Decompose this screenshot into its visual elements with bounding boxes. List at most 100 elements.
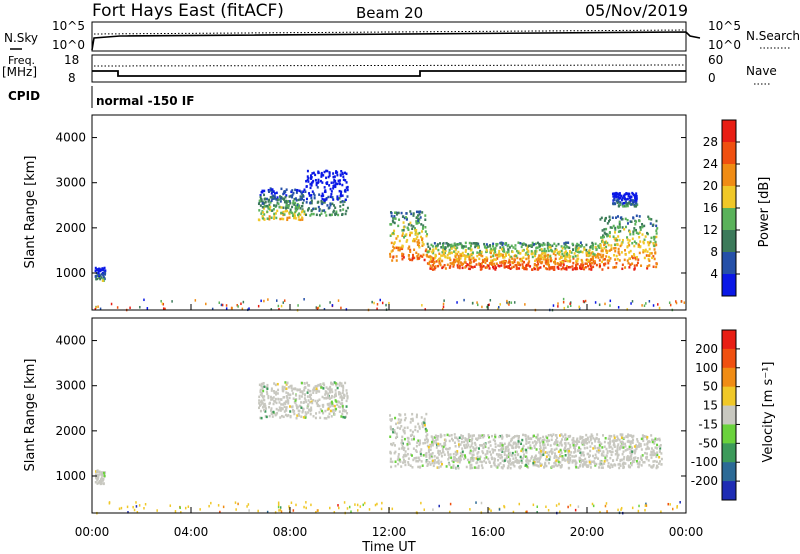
velocity-echo-cell <box>431 451 434 455</box>
velocity-echo-cell <box>454 445 457 448</box>
velocity-echo-cell <box>321 395 324 399</box>
velocity-echo-cell <box>455 436 458 440</box>
power-echo-cell <box>461 245 464 248</box>
power-echo-cell <box>302 199 305 202</box>
power-echo-cell <box>297 218 300 221</box>
velocity-echo-cell <box>303 382 306 385</box>
power-echo-cell <box>628 244 631 247</box>
power-echo-cell <box>394 211 397 214</box>
power-speckle <box>315 306 318 309</box>
power-echo-cell <box>278 198 281 201</box>
velocity-echo-cell <box>399 413 402 417</box>
velocity-echo-cell <box>586 436 589 440</box>
velocity-echo-cell <box>530 447 533 450</box>
velocity-echo-cell <box>296 405 299 408</box>
power-echo-cell <box>453 260 456 264</box>
velocity-echo-cell <box>500 443 503 447</box>
power-speckle <box>631 300 634 303</box>
power-echo-cell <box>534 252 537 255</box>
velocity-echo-cell <box>433 460 436 464</box>
power-echo-cell <box>648 241 651 245</box>
velocity-echo-cell <box>605 454 608 457</box>
velocity-speckle <box>605 502 608 505</box>
velocity-echo-cell <box>433 436 436 439</box>
velocity-echo-cell <box>343 394 346 397</box>
velocity-echo-cell <box>487 434 490 437</box>
power-echo-cell <box>463 261 466 264</box>
power-echo-cell <box>336 182 339 186</box>
power-echo-cell <box>520 259 523 263</box>
velocity-echo-cell <box>613 436 616 439</box>
power-echo-cell <box>325 214 328 217</box>
power-echo-cell <box>641 233 644 236</box>
velocity-echo-cell <box>579 460 582 463</box>
power-echo-cell <box>523 267 526 270</box>
power-echo-cell <box>638 231 641 234</box>
velocity-echo-cell <box>618 462 621 466</box>
power-echo-cell <box>464 255 467 258</box>
velocity-echo-cell <box>330 415 333 418</box>
power-echo-cell <box>340 169 343 173</box>
power-echo-cell <box>413 248 416 252</box>
velocity-echo-cell <box>315 391 318 394</box>
velocity-echo-cell <box>628 465 631 469</box>
power-echo-cell <box>571 268 574 271</box>
power-echo-cell <box>268 217 271 221</box>
power-echo-cell <box>316 186 319 189</box>
power-ytick-label: 3000 <box>55 176 86 190</box>
power-echo-cell <box>459 242 462 245</box>
power-speckle <box>331 304 334 307</box>
velocity-echo-cell <box>588 440 591 444</box>
velocity-echo-cell <box>538 440 541 443</box>
power-echo-cell <box>449 258 452 262</box>
velocity-echo-cell <box>261 406 264 409</box>
velocity-echo-cell <box>321 404 324 407</box>
velocity-echo-cell <box>460 434 463 437</box>
velocity-speckle <box>279 506 282 509</box>
power-echo-cell <box>390 241 393 245</box>
power-echo-cell <box>541 260 544 264</box>
velocity-echo-cell <box>346 412 349 415</box>
power-echo-cell <box>638 219 641 223</box>
power-echo-cell <box>442 246 445 249</box>
power-echo-cell <box>283 190 286 193</box>
velocity-speckle <box>362 503 365 507</box>
power-echo-cell <box>426 242 429 246</box>
power-echo-cell <box>404 234 407 238</box>
power-echo-cell <box>581 261 584 264</box>
velocity-echo-cell <box>633 458 636 462</box>
velocity-echo-cell <box>539 452 542 455</box>
power-echo-cell <box>607 261 610 265</box>
velocity-echo-cell <box>415 444 418 448</box>
velocity-echo-cell <box>454 459 457 462</box>
velocity-xlabel: Time UT <box>361 540 415 554</box>
power-echo-cell <box>415 216 418 220</box>
velocity-echo-cell <box>635 447 638 451</box>
power-echo-cell <box>531 241 534 245</box>
velocity-echo-cell <box>494 445 497 449</box>
velocity-echo-cell <box>297 388 300 392</box>
power-echo-cell <box>289 208 292 211</box>
velocity-echo-cell <box>102 482 105 486</box>
velocity-echo-cell <box>597 457 600 460</box>
velocity-echo-cell <box>471 455 474 458</box>
power-echo-cell <box>652 223 655 227</box>
velocity-speckle <box>237 502 239 506</box>
power-echo-cell <box>285 199 288 203</box>
velocity-echo-cell <box>469 457 472 460</box>
power-echo-cell <box>628 201 631 204</box>
power-echo-cell <box>590 252 593 255</box>
power-echo-cell <box>616 258 619 261</box>
velocity-echo-cell <box>610 463 613 466</box>
velocity-echo-cell <box>646 455 649 459</box>
power-echo-cell <box>646 265 649 268</box>
power-echo-cell <box>411 227 414 231</box>
power-echo-cell <box>519 242 522 245</box>
velocity-echo-cell <box>478 444 481 447</box>
velocity-speckle <box>420 501 422 505</box>
velocity-echo-cell <box>624 449 627 452</box>
power-echo-cell <box>593 262 596 265</box>
power-echo-cell <box>635 199 638 202</box>
velocity-ytick-label: 2000 <box>55 424 86 438</box>
power-echo-cell <box>477 244 480 248</box>
